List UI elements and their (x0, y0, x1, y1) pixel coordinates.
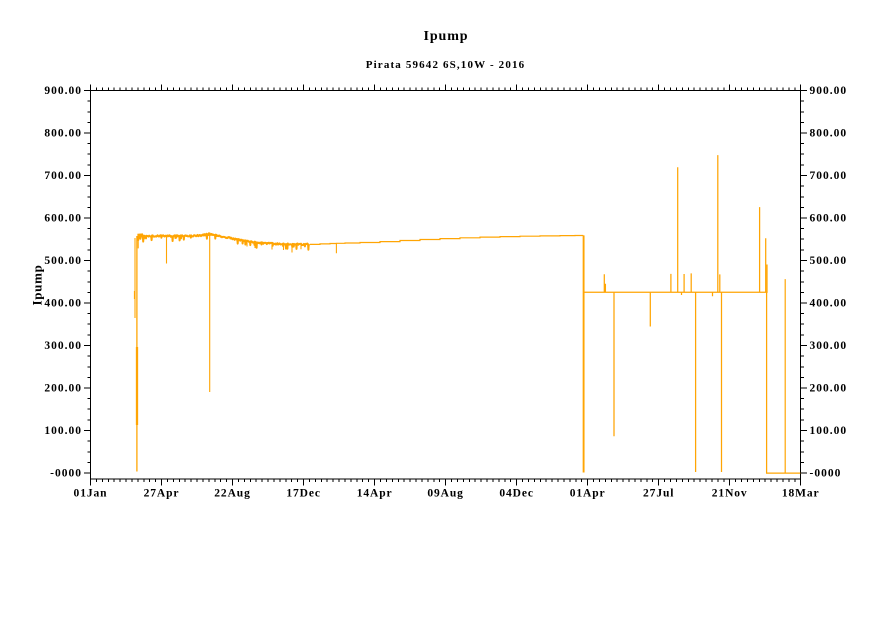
svg-text:700.00: 700.00 (810, 170, 848, 182)
svg-text:300.00: 300.00 (810, 340, 848, 352)
svg-text:500.00: 500.00 (810, 255, 848, 267)
svg-text:-0000: -0000 (810, 467, 842, 479)
svg-text:700.00: 700.00 (44, 170, 82, 182)
svg-text:22Aug: 22Aug (214, 488, 250, 500)
svg-text:900.00: 900.00 (44, 85, 82, 97)
svg-text:18Mar: 18Mar (782, 488, 820, 500)
svg-text:400.00: 400.00 (44, 297, 82, 309)
svg-text:500.00: 500.00 (44, 255, 82, 267)
svg-text:Ipump: Ipump (424, 29, 469, 44)
svg-text:800.00: 800.00 (810, 127, 848, 139)
svg-text:100.00: 100.00 (44, 425, 82, 437)
svg-text:04Dec: 04Dec (499, 488, 534, 500)
svg-text:200.00: 200.00 (44, 382, 82, 394)
svg-text:200.00: 200.00 (810, 382, 848, 394)
svg-text:300.00: 300.00 (44, 340, 82, 352)
svg-text:09Aug: 09Aug (427, 488, 463, 500)
svg-text:100.00: 100.00 (810, 425, 848, 437)
svg-text:01Apr: 01Apr (570, 488, 606, 500)
svg-text:27Apr: 27Apr (144, 488, 180, 500)
svg-text:Pirata 59642 6S,10W - 2016: Pirata 59642 6S,10W - 2016 (366, 59, 526, 71)
svg-text:27Jul: 27Jul (643, 488, 674, 500)
svg-text:600.00: 600.00 (810, 212, 848, 224)
svg-text:21Nov: 21Nov (712, 488, 748, 500)
svg-text:-0000: -0000 (50, 467, 82, 479)
svg-text:01Jan: 01Jan (74, 488, 108, 500)
svg-text:400.00: 400.00 (810, 297, 848, 309)
svg-text:14Apr: 14Apr (357, 488, 393, 500)
svg-text:600.00: 600.00 (44, 212, 82, 224)
svg-text:Ipump: Ipump (30, 264, 45, 305)
svg-text:800.00: 800.00 (44, 127, 82, 139)
svg-text:17Dec: 17Dec (286, 488, 321, 500)
svg-text:900.00: 900.00 (810, 85, 848, 97)
